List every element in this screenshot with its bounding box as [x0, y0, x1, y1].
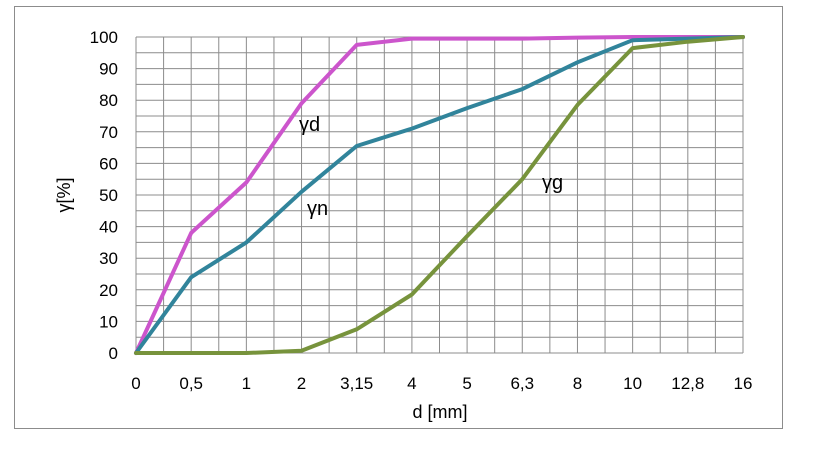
x-tick-label: 0,5	[179, 374, 203, 393]
series-line-1	[134, 35, 745, 355]
y-tick-label: 90	[99, 60, 118, 79]
x-tick-label: 8	[573, 374, 582, 393]
x-tick-label: 10	[623, 374, 642, 393]
x-tick-label: 5	[462, 374, 471, 393]
y-tick-label: 100	[90, 28, 118, 47]
y-tick-label: 70	[99, 123, 118, 142]
x-tick-label: 1	[242, 374, 251, 393]
y-tick-label: 20	[99, 281, 118, 300]
chart-frame	[14, 6, 783, 429]
tick-labels: 0 10 20 30 40 50 60 70 80 90 100 0 0,5 1 2 3,15 4 5 6,3 8 10…	[90, 28, 753, 393]
y-tick-label: 0	[109, 344, 118, 363]
x-tick-label: 0	[131, 374, 140, 393]
series-group	[134, 35, 745, 355]
x-tick-label: 3,15	[340, 374, 373, 393]
x-tick-label: 12,8	[671, 374, 704, 393]
x-tick-label: 6,3	[510, 374, 534, 393]
y-tick-label: 30	[99, 249, 118, 268]
y-axis-title: γ[%]	[54, 177, 74, 212]
series-line-0	[134, 35, 745, 355]
x-axis-title: d [mm]	[412, 402, 467, 422]
x-tick-label: 16	[734, 374, 753, 393]
y-tick-label: 60	[99, 154, 118, 173]
series-line-2	[134, 35, 745, 355]
x-tick-label: 2	[297, 374, 306, 393]
y-tick-label: 10	[99, 312, 118, 331]
grid	[135, 36, 744, 354]
y-tick-label: 80	[99, 91, 118, 110]
y-tick-label: 40	[99, 218, 118, 237]
series-label-yg: γg	[542, 172, 563, 194]
series-label-yn: γn	[307, 198, 328, 220]
series-label-yd: γd	[299, 114, 320, 136]
x-tick-label: 4	[407, 374, 416, 393]
y-tick-label: 50	[99, 186, 118, 205]
